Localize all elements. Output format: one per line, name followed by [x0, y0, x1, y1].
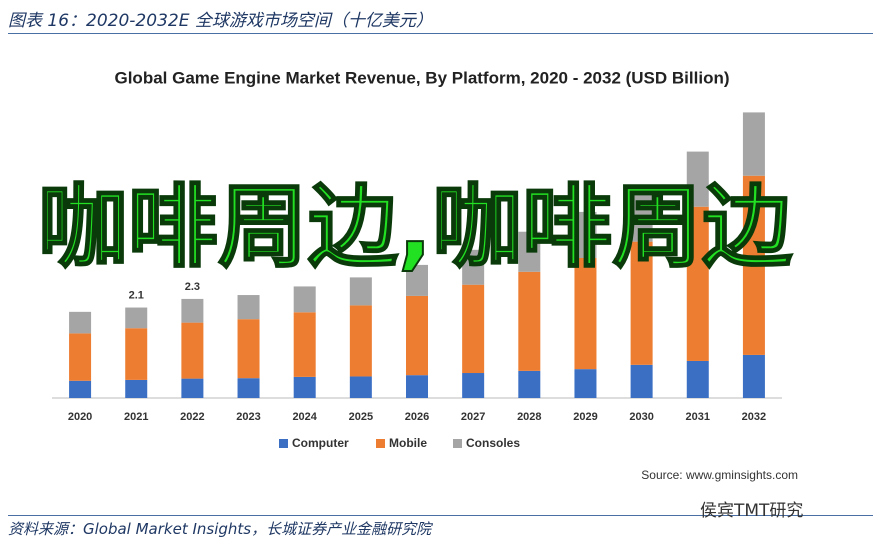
footer-source: 资料来源：Global Market Insights，长城证券产业金融研究院	[8, 520, 432, 538]
x-tick-label: 2023	[236, 411, 260, 423]
legend-swatch	[376, 439, 385, 448]
watermark: 侯宾TMT研究	[700, 501, 804, 521]
bar-segment	[349, 376, 372, 398]
bar-segment	[69, 311, 92, 334]
bar-segment	[574, 369, 597, 398]
bar-segment	[630, 364, 653, 398]
bar-segment	[518, 370, 541, 398]
bar-segment	[574, 211, 597, 258]
bar-segment	[293, 376, 316, 398]
bar-segment	[686, 360, 709, 398]
bar-segment	[181, 378, 204, 398]
overlay-text: 咖啡周边,咖啡周边	[37, 174, 793, 281]
bar-segment	[742, 354, 765, 398]
total-label: 2.3	[185, 281, 200, 293]
bar-segment	[125, 379, 148, 398]
x-tick-label: 2026	[405, 411, 429, 423]
x-tick-label: 2021	[124, 411, 148, 423]
x-tick-label: 2027	[461, 411, 485, 423]
legend-label: Mobile	[389, 436, 427, 450]
x-tick-label: 2032	[742, 411, 766, 423]
total-label: 2.1	[129, 289, 144, 301]
bar-segment	[462, 284, 485, 374]
x-tick-label: 2029	[573, 411, 597, 423]
source-note: Source: www.gminsights.com	[641, 468, 798, 482]
x-tick-label: 2030	[629, 411, 653, 423]
x-tick-label: 2022	[180, 411, 204, 423]
bar-segment	[574, 258, 597, 370]
x-tick-label: 2020	[68, 411, 92, 423]
bar-segment	[518, 231, 541, 272]
bar-segment	[630, 187, 653, 242]
chart-title: Global Game Engine Market Revenue, By Pl…	[114, 68, 729, 87]
bar-segment	[237, 378, 260, 398]
bar-segment	[686, 151, 709, 207]
legend-swatch	[453, 439, 462, 448]
x-tick-label: 2025	[349, 411, 373, 423]
bar-segment	[742, 112, 765, 176]
header-title: 图表 16：2020-2032E 全球游戏市场空间（十亿美元）	[8, 11, 433, 31]
bar-segment	[686, 206, 709, 361]
x-tick-label: 2031	[686, 411, 710, 423]
bar-segment	[125, 307, 148, 329]
legend-label: Consoles	[466, 436, 520, 450]
bar-segment	[406, 375, 428, 398]
bar-segment	[406, 295, 428, 376]
x-tick-label: 2028	[517, 411, 541, 423]
bar-segment	[237, 295, 260, 320]
footer-rule	[8, 515, 873, 516]
bar-segment	[125, 328, 148, 380]
x-tick-label: 2024	[292, 411, 317, 423]
bar-segment	[69, 333, 92, 381]
bar-segment	[462, 249, 485, 285]
legend-swatch	[279, 439, 288, 448]
bar-segment	[237, 319, 260, 379]
bar-segment	[69, 380, 92, 398]
header-rule	[8, 33, 873, 34]
bar-segment	[406, 264, 428, 296]
bar-segment	[630, 241, 653, 365]
bar-segment	[742, 175, 765, 355]
bar-segment	[349, 277, 372, 306]
bar-segment	[293, 312, 316, 377]
bar-segment	[181, 322, 204, 379]
bar-segment	[518, 271, 541, 371]
legend-label: Computer	[292, 436, 349, 450]
bar-segment	[181, 298, 204, 323]
bar-segment	[349, 305, 372, 377]
bar-segment	[462, 373, 485, 398]
bar-segment	[293, 286, 316, 313]
